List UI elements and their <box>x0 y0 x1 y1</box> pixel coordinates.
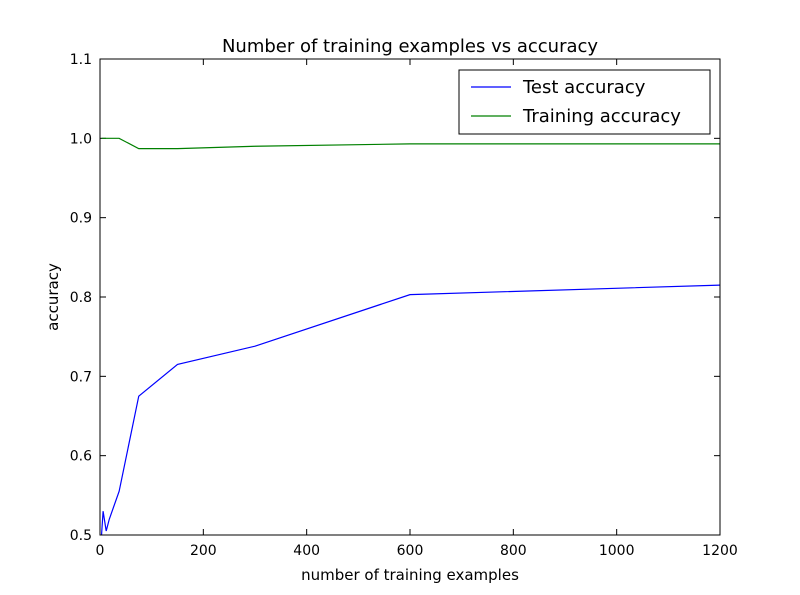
series-layer <box>100 137 721 536</box>
series-line-test-accuracy <box>100 284 721 536</box>
legend-entry: Test accuracy <box>522 77 646 98</box>
y-tick-label: 0.5 <box>70 528 92 544</box>
y-axis-label: accuracy <box>44 263 62 331</box>
y-tick-label: 0.7 <box>70 369 92 385</box>
x-tick-label: 800 <box>500 543 527 559</box>
legend: Test accuracy Training accuracy <box>458 69 711 135</box>
x-tick-label: 200 <box>190 543 217 559</box>
axis-ticks: 0 200 400 600 800 1000 1200 0.5 0.6 0.7 0.8 0.9 1.0 1… <box>70 52 738 559</box>
y-tick-label: 0.9 <box>70 211 92 227</box>
x-tick-label: 1000 <box>599 543 635 559</box>
x-axis-label: number of training examples <box>301 566 519 584</box>
y-tick-label: 0.6 <box>70 449 92 465</box>
x-tick-label: 400 <box>293 543 320 559</box>
x-tick-label: 0 <box>96 543 105 559</box>
chart-title: Number of training examples vs accuracy <box>222 36 598 57</box>
y-tick-label: 0.8 <box>70 290 92 306</box>
y-tick-label: 1.1 <box>70 52 92 68</box>
series-line-training-accuracy <box>101 137 720 150</box>
legend-box <box>458 69 711 135</box>
plot-frame <box>99 58 721 536</box>
x-tick-label: 1200 <box>702 543 738 559</box>
x-tick-label: 600 <box>397 543 424 559</box>
y-tick-label: 1.0 <box>70 131 92 147</box>
legend-entry: Training accuracy <box>522 106 681 127</box>
